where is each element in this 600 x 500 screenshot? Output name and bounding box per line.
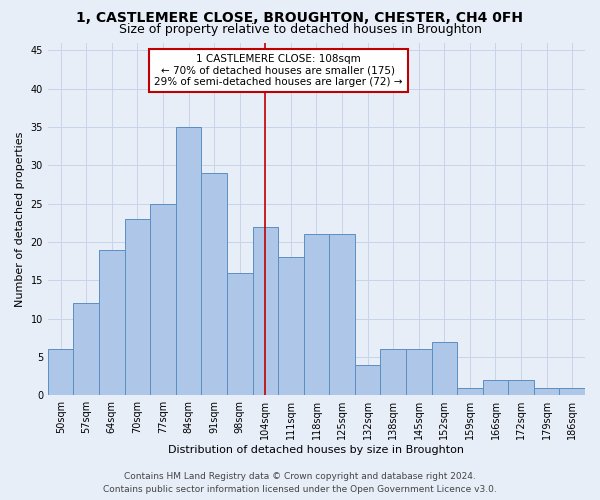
Bar — [227, 272, 253, 395]
Bar — [73, 303, 99, 395]
Bar — [150, 204, 176, 395]
Bar — [253, 226, 278, 395]
Bar — [457, 388, 482, 395]
Y-axis label: Number of detached properties: Number of detached properties — [15, 131, 25, 306]
Bar — [559, 388, 585, 395]
Bar — [508, 380, 534, 395]
Bar — [48, 349, 73, 395]
Bar — [304, 234, 329, 395]
Text: Size of property relative to detached houses in Broughton: Size of property relative to detached ho… — [119, 22, 481, 36]
Bar — [329, 234, 355, 395]
Bar — [355, 364, 380, 395]
Text: 1, CASTLEMERE CLOSE, BROUGHTON, CHESTER, CH4 0FH: 1, CASTLEMERE CLOSE, BROUGHTON, CHESTER,… — [77, 11, 523, 25]
Bar — [380, 349, 406, 395]
Bar — [99, 250, 125, 395]
Bar — [125, 219, 150, 395]
Bar — [534, 388, 559, 395]
X-axis label: Distribution of detached houses by size in Broughton: Distribution of detached houses by size … — [169, 445, 464, 455]
Bar — [406, 349, 431, 395]
Text: Contains HM Land Registry data © Crown copyright and database right 2024.
Contai: Contains HM Land Registry data © Crown c… — [103, 472, 497, 494]
Bar — [202, 173, 227, 395]
Bar — [482, 380, 508, 395]
Bar — [176, 127, 202, 395]
Text: 1 CASTLEMERE CLOSE: 108sqm
← 70% of detached houses are smaller (175)
29% of sem: 1 CASTLEMERE CLOSE: 108sqm ← 70% of deta… — [154, 54, 403, 87]
Bar — [431, 342, 457, 395]
Bar — [278, 257, 304, 395]
